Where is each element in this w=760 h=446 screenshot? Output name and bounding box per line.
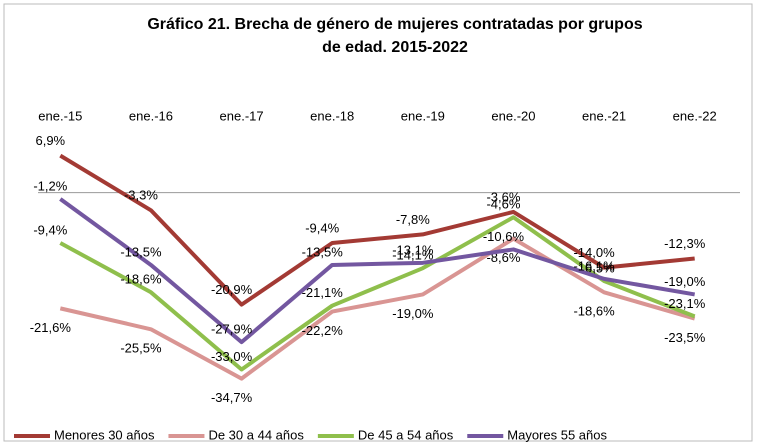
data-label: -13,5% [302,244,344,259]
data-label: -21,1% [302,285,344,300]
data-label: -20,9% [211,282,253,297]
x-tick-label: ene.-20 [491,108,535,123]
data-label: -16,1% [573,258,615,273]
x-tick-label: ene.-17 [220,108,264,123]
data-label: -25,5% [120,341,162,356]
data-label: -4,6% [486,197,520,212]
series-line [59,215,696,372]
chart-border [3,3,753,442]
x-tick-label: ene.-21 [582,108,626,123]
chart-title: Gráfico 21. Brecha de género de mujeres … [147,16,642,33]
series-line [59,236,696,381]
x-tick-label: ene.-16 [129,108,173,123]
data-label: -9,4% [305,220,339,235]
data-label: -18,6% [120,272,162,287]
data-label: -13,5% [120,244,162,259]
data-label: -1,2% [33,178,67,193]
data-label: -19,0% [392,306,434,321]
data-label: 6,9% [35,133,65,148]
data-label: -34,7% [211,390,253,405]
data-label: -3,6% [486,189,520,204]
data-label: -13,1% [392,242,434,257]
data-label: -18,6% [573,304,615,319]
data-label: -7,8% [396,212,430,227]
data-label: -21,6% [30,320,72,335]
legend-label: De 30 a 44 años [208,427,304,442]
data-label: -14,1% [392,248,434,263]
data-label: -14,0% [573,245,615,260]
data-label: -22,2% [302,323,344,338]
data-label: -33,0% [211,349,253,364]
data-label: -23,1% [664,296,706,311]
data-label: -9,4% [33,222,67,237]
data-label: -27,9% [211,322,253,337]
series-line [59,197,696,345]
legend-label: Mayores 55 años [507,427,607,442]
legend-label: Menores 30 años [54,427,155,442]
data-label: -10,6% [483,229,525,244]
x-tick-label: ene.-15 [38,108,82,123]
legend-label: De 45 a 54 años [358,427,454,442]
x-tick-label: ene.-19 [401,108,445,123]
data-label: -3,3% [124,188,158,203]
data-label: -23,5% [664,330,706,345]
x-tick-label: ene.-22 [673,108,717,123]
data-label: -19,0% [664,274,706,289]
series-line [59,153,695,307]
chart-title: de edad. 2015-2022 [322,39,468,56]
x-tick-label: ene.-18 [310,108,354,123]
data-label: -12,3% [664,236,706,251]
